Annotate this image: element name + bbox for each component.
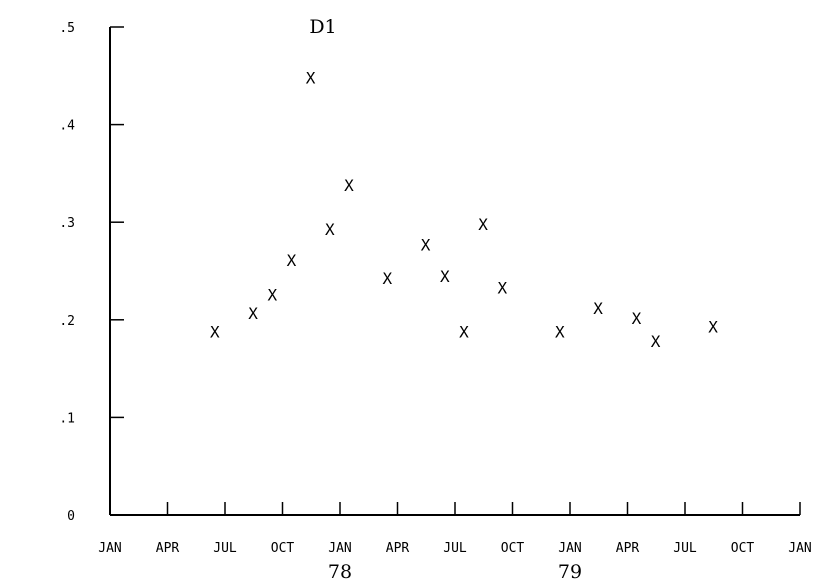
data-point: X: [440, 267, 450, 286]
axes: [109, 27, 800, 516]
x-axis-ticks: JAN APR JUL OCT JAN APR JUL OCT JAN APR JUL OCT JAN 7…: [98, 502, 812, 583]
data-point: X: [344, 176, 354, 195]
x-tick-label: JAN: [328, 541, 351, 556]
x-tick-label: OCT: [271, 541, 295, 556]
y-tick-label: .1: [59, 411, 75, 426]
x-tick-label: APR: [386, 541, 410, 556]
data-point: X: [708, 318, 718, 337]
x-tick-label: JUL: [673, 541, 697, 556]
data-point: X: [248, 304, 258, 323]
data-point: X: [555, 322, 565, 341]
x-tick-label: JAN: [98, 541, 121, 556]
x-tick-label: OCT: [501, 541, 525, 556]
data-point: X: [267, 285, 277, 304]
x-tick-label: JUL: [443, 541, 467, 556]
data-point: X: [478, 215, 488, 234]
data-point: X: [210, 322, 220, 341]
x-tick-label: APR: [156, 541, 180, 556]
x-tick-label: JUL: [213, 541, 237, 556]
data-point: X: [593, 299, 603, 318]
y-tick-label: 0: [67, 509, 75, 524]
x-tick-label: JAN: [558, 541, 581, 556]
y-tick-label: .2: [59, 314, 75, 329]
y-tick-label: .5: [59, 21, 75, 36]
x-tick-label: OCT: [731, 541, 755, 556]
y-axis-ticks: 0 .1 .2 .3 .4 .5: [59, 21, 124, 524]
data-point: X: [459, 322, 469, 341]
data-point: X: [287, 251, 297, 270]
x-tick-label: APR: [616, 541, 640, 556]
data-point: X: [306, 69, 316, 88]
x-year-label: 79: [558, 561, 582, 583]
data-point: X: [651, 332, 661, 351]
x-year-label: 78: [328, 561, 352, 583]
chart-title: D1: [309, 16, 336, 38]
data-point: X: [325, 220, 335, 239]
y-tick-label: .3: [59, 216, 75, 231]
x-tick-label: JAN: [788, 541, 811, 556]
data-point: X: [382, 269, 392, 288]
data-point: X: [497, 279, 507, 298]
y-tick-label: .4: [59, 119, 75, 134]
data-point: X: [632, 309, 642, 328]
data-point: X: [421, 236, 431, 255]
